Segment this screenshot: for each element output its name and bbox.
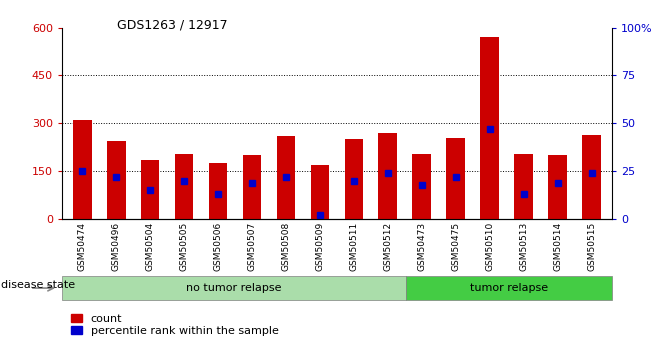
Bar: [582, 135, 601, 219]
Bar: [378, 133, 397, 219]
Bar: [344, 139, 363, 219]
Text: tumor relapse: tumor relapse: [470, 283, 548, 293]
Bar: [548, 155, 567, 219]
Text: GDS1263 / 12917: GDS1263 / 12917: [117, 19, 228, 32]
Legend: count, percentile rank within the sample: count, percentile rank within the sample: [71, 314, 279, 336]
Text: disease state: disease state: [1, 280, 75, 289]
Bar: [277, 136, 296, 219]
Bar: [243, 155, 261, 219]
Bar: [107, 141, 126, 219]
Bar: [209, 163, 227, 219]
Bar: [480, 37, 499, 219]
Bar: [447, 138, 465, 219]
Bar: [174, 154, 193, 219]
Bar: [141, 160, 159, 219]
Bar: [514, 154, 533, 219]
Bar: [413, 154, 431, 219]
Bar: [311, 165, 329, 219]
Text: no tumor relapse: no tumor relapse: [186, 283, 281, 293]
Bar: [73, 120, 92, 219]
